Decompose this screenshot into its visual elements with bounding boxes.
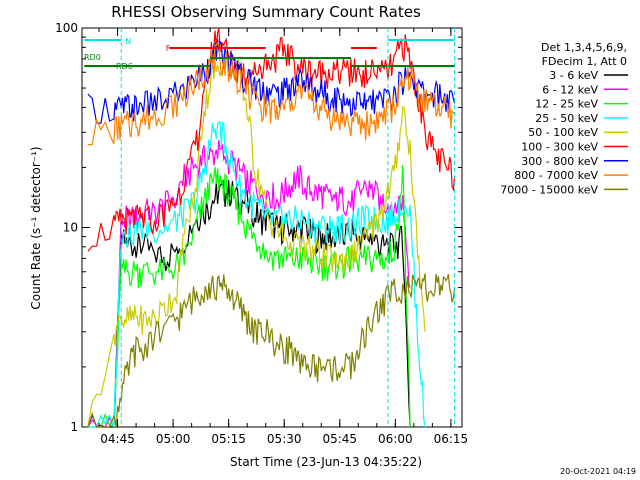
- x-tick-label: 05:15: [211, 432, 246, 446]
- y-axis-label: Count Rate (s⁻¹ detector⁻¹): [29, 146, 43, 309]
- rd6-label: RD6: [116, 62, 133, 71]
- x-tick-label: 05:45: [322, 432, 357, 446]
- n-label: N: [125, 37, 131, 46]
- series-line: [87, 41, 456, 146]
- series-line: [87, 27, 456, 252]
- x-tick-label: 04:45: [100, 432, 135, 446]
- x-tick-label: 06:15: [434, 432, 469, 446]
- y-tick-label: 100: [55, 21, 78, 35]
- f-label: F: [166, 44, 171, 53]
- legend-item-label: 7000 - 15000 keV: [500, 183, 598, 196]
- x-tick-label: 05:00: [156, 432, 191, 446]
- legend-item-label: 25 - 50 keV: [535, 112, 598, 125]
- x-tick-label: 06:00: [378, 432, 413, 446]
- x-axis-label: Start Time (23-Jun-13 04:35:22): [230, 455, 422, 469]
- x-tick-label: 05:30: [267, 432, 302, 446]
- annotation-layer: N RD0 RD6 F: [84, 28, 456, 427]
- legend-item-label: 100 - 300 keV: [521, 141, 598, 154]
- legend-item-label: 300 - 800 keV: [521, 155, 598, 168]
- legend-item-label: 50 - 100 keV: [528, 126, 598, 139]
- timestamp: 20-Oct-2021 04:19: [560, 467, 636, 476]
- series-line: [87, 164, 411, 428]
- series-line: [87, 50, 426, 428]
- chart-title: RHESSI Observing Summary Count Rates: [111, 3, 421, 21]
- legend-header-2: FDecim 1, Att 0: [542, 55, 627, 68]
- series-line: [87, 139, 411, 428]
- legend-item-label: 12 - 25 keV: [535, 98, 598, 111]
- y-tick-label: 1: [70, 420, 78, 434]
- legend-item-label: 6 - 12 keV: [542, 83, 598, 96]
- rd0-label: RD0: [84, 53, 101, 62]
- series-line: [87, 180, 411, 428]
- legend-item-label: 800 - 7000 keV: [514, 169, 598, 182]
- y-axis: 1 10 100: [55, 21, 462, 434]
- legend-header-1: Det 1,3,4,5,6,9,: [541, 41, 627, 54]
- series-layer: [87, 27, 456, 428]
- series-line: [87, 120, 426, 428]
- series-line: [87, 273, 456, 428]
- legend-item-label: 3 - 6 keV: [549, 69, 598, 82]
- legend: Det 1,3,4,5,6,9, FDecim 1, Att 0 3 - 6 k…: [500, 41, 628, 196]
- x-axis: 04:45 05:00 05:15 05:30 05:45 06:00 06:15: [98, 28, 469, 446]
- y-tick-label: 10: [63, 221, 78, 235]
